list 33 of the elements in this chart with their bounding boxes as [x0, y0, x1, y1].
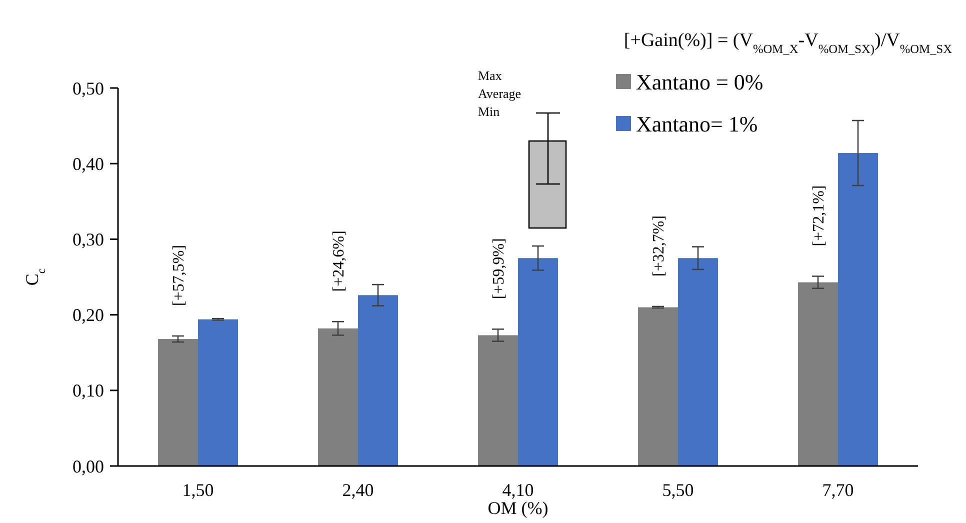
bar	[198, 319, 238, 466]
x-tick-label: 2,40	[342, 480, 374, 500]
y-tick-label: 0,00	[72, 456, 104, 476]
annotation: Min	[478, 104, 500, 119]
bar	[478, 335, 518, 466]
x-tick-label: 1,50	[182, 480, 214, 500]
x-tick-label: 5,50	[662, 480, 694, 500]
y-tick-label: 0,10	[72, 380, 104, 401]
legend-label: Xantano= 1%	[636, 112, 758, 137]
x-tick-label: 7,70	[822, 480, 854, 500]
y-tick-label: 0,30	[72, 230, 104, 250]
annotation: Average	[478, 86, 522, 101]
annotation: [+72,1%]	[810, 185, 828, 246]
bar	[158, 338, 198, 466]
annotation: [+59,9%]	[490, 238, 508, 300]
bar	[358, 295, 398, 466]
annotation: [+24,6%]	[330, 230, 348, 292]
bar	[678, 258, 718, 466]
bar	[838, 153, 878, 466]
x-tick-label: 4,10	[502, 480, 534, 500]
y-tick-label: 0,20	[72, 305, 104, 326]
y-tick-label: 0,40	[72, 154, 104, 174]
x-axis-title: OM (%)	[488, 498, 548, 518]
y-tick-label: 0,50	[72, 78, 104, 98]
legend-label: Xantano = 0%	[636, 70, 764, 95]
bar	[518, 258, 558, 466]
bar	[318, 328, 358, 466]
bar	[638, 307, 678, 466]
text: Max	[478, 68, 502, 83]
annotation: [+57,5%]	[170, 244, 188, 306]
bar	[798, 282, 838, 466]
annotation: [+32,7%]	[650, 215, 668, 276]
text: [+Gain(%)] = (V$_{%OM_X}$-V$_{%OM_SX)}$)/V$_{%OM_SX}$	[624, 30, 952, 56]
